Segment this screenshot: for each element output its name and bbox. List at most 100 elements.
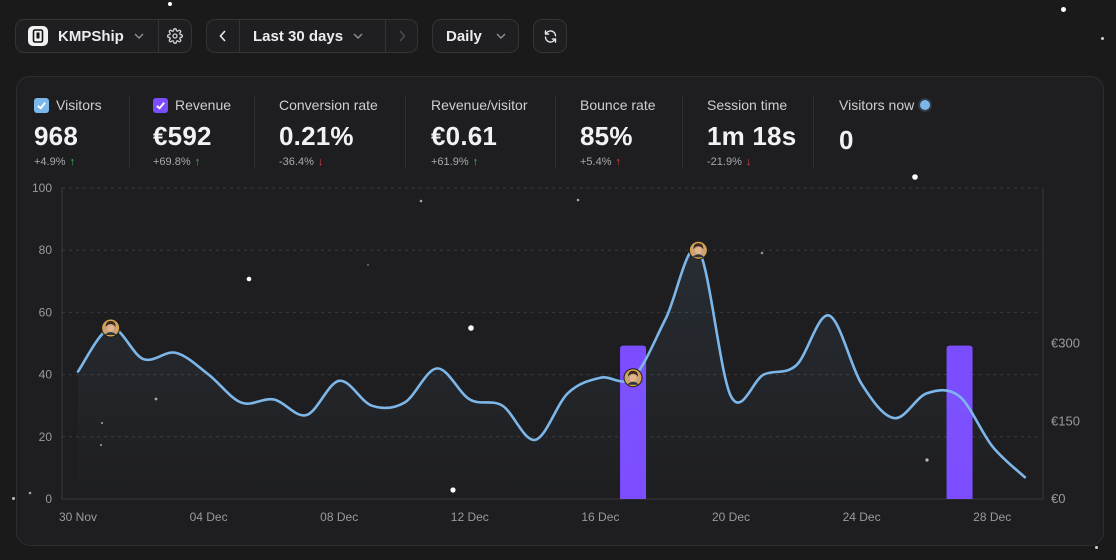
metric-change: +4.9% bbox=[34, 156, 66, 168]
metric-label: Revenue bbox=[175, 97, 232, 113]
check-icon bbox=[37, 101, 46, 110]
metric-conversion-rate[interactable]: Conversion rate 0.21% -36.4% ↓ bbox=[279, 95, 378, 168]
metric-value: 0.21% bbox=[279, 121, 354, 151]
y-right-tick-label: €0 bbox=[1051, 491, 1065, 506]
divider bbox=[405, 95, 406, 169]
app-name: KMPShip bbox=[58, 27, 124, 45]
chevron-down-icon bbox=[496, 30, 506, 42]
x-tick-label: 04 Dec bbox=[190, 510, 228, 524]
metric-change: +69.8% bbox=[153, 156, 191, 168]
metric-visitors[interactable]: Visitors 968 +4.9% ↑ bbox=[34, 95, 102, 168]
x-tick-label: 16 Dec bbox=[581, 510, 619, 524]
metric-change: +61.9% bbox=[431, 156, 469, 168]
period-label: Last 30 days bbox=[253, 27, 344, 45]
decor-dot bbox=[168, 2, 172, 6]
y-right-tick-label: €300 bbox=[1051, 336, 1080, 351]
app-logo-icon bbox=[28, 26, 48, 46]
x-tick-label: 24 Dec bbox=[843, 510, 881, 524]
metric-label: Conversion rate bbox=[279, 97, 378, 113]
metric-visitors-now[interactable]: Visitors now 0 bbox=[839, 95, 931, 156]
check-icon bbox=[156, 101, 165, 110]
metric-bounce-rate[interactable]: Bounce rate 85% +5.4% ↑ bbox=[580, 95, 656, 168]
customer-avatar[interactable] bbox=[688, 240, 708, 260]
chevron-down-icon bbox=[353, 30, 363, 42]
decor-dot bbox=[576, 198, 580, 202]
decor-dot bbox=[468, 325, 474, 331]
divider bbox=[158, 20, 159, 52]
customer-avatar[interactable] bbox=[623, 368, 643, 388]
granularity-selector[interactable]: Daily bbox=[432, 19, 519, 53]
x-tick-label: 28 Dec bbox=[973, 510, 1011, 524]
metric-value: 85% bbox=[580, 121, 633, 151]
chevron-right-icon bbox=[399, 30, 406, 42]
decor-dot bbox=[1095, 546, 1098, 549]
divider bbox=[813, 95, 814, 169]
visitors-area bbox=[78, 248, 1025, 499]
divider bbox=[254, 95, 255, 169]
metric-session-time[interactable]: Session time 1m 18s -21.9% ↓ bbox=[707, 95, 796, 168]
decor-dot bbox=[1061, 7, 1066, 12]
metric-label: Visitors bbox=[56, 97, 102, 113]
metric-revenue-per-visitor[interactable]: Revenue/visitor €0.61 +61.9% ↑ bbox=[431, 95, 528, 168]
decor-dot bbox=[12, 497, 15, 500]
metric-value: 1m 18s bbox=[707, 121, 797, 151]
visitors-line[interactable] bbox=[76, 247, 1027, 479]
metric-label: Session time bbox=[707, 97, 788, 113]
x-tick-label: 30 Nov bbox=[59, 510, 97, 524]
divider bbox=[555, 95, 556, 169]
y-tick-label: 0 bbox=[45, 492, 52, 506]
y-tick-label: 40 bbox=[39, 368, 53, 382]
decor-dot bbox=[246, 276, 252, 282]
revenue-checkbox[interactable] bbox=[153, 97, 168, 113]
metric-label: Bounce rate bbox=[580, 97, 656, 113]
arrow-down-icon: ↓ bbox=[745, 156, 752, 168]
decor-dot bbox=[925, 458, 929, 462]
decor-dot bbox=[1101, 37, 1104, 40]
arrow-up-icon: ↑ bbox=[194, 156, 201, 168]
chevron-left-icon bbox=[219, 30, 226, 42]
arrow-up-icon: ↑ bbox=[69, 156, 76, 168]
divider bbox=[385, 20, 386, 52]
x-tick-label: 08 Dec bbox=[320, 510, 358, 524]
period-selector[interactable]: Last 30 days bbox=[253, 28, 363, 45]
metric-value: 968 bbox=[34, 121, 78, 151]
metric-value: 0 bbox=[839, 125, 854, 155]
metric-change: -21.9% bbox=[707, 156, 742, 168]
visitors-checkbox[interactable] bbox=[34, 97, 49, 113]
decor-dot bbox=[366, 263, 370, 267]
divider bbox=[129, 95, 130, 169]
y-right-tick-label: €150 bbox=[1051, 413, 1080, 428]
metric-value: €592 bbox=[153, 121, 212, 151]
chevron-down-icon bbox=[134, 30, 144, 42]
next-period-button[interactable] bbox=[386, 20, 418, 52]
y-tick-label: 100 bbox=[32, 181, 52, 195]
metric-change: +5.4% bbox=[580, 156, 612, 168]
customer-avatar[interactable] bbox=[101, 318, 121, 338]
arrow-down-icon: ↓ bbox=[317, 156, 324, 168]
x-tick-label: 12 Dec bbox=[451, 510, 489, 524]
divider bbox=[239, 20, 240, 52]
metric-value: €0.61 bbox=[431, 121, 498, 151]
arrow-up-icon: ↑ bbox=[615, 156, 622, 168]
arrow-up-icon: ↑ bbox=[472, 156, 479, 168]
y-tick-label: 60 bbox=[39, 305, 53, 319]
divider bbox=[682, 95, 683, 169]
decor-dot bbox=[28, 491, 32, 495]
metric-change: -36.4% bbox=[279, 156, 314, 168]
decor-dot bbox=[154, 397, 158, 401]
y-tick-label: 80 bbox=[39, 243, 53, 257]
decor-dot bbox=[100, 421, 104, 425]
decor-dot bbox=[419, 199, 423, 203]
settings-gear-icon[interactable] bbox=[167, 28, 183, 49]
live-indicator-icon bbox=[920, 100, 931, 110]
decor-dot bbox=[912, 174, 918, 180]
metric-revenue[interactable]: Revenue €592 +69.8% ↑ bbox=[153, 95, 231, 168]
previous-period-button[interactable] bbox=[207, 20, 239, 52]
metric-label: Visitors now bbox=[839, 97, 915, 113]
granularity-label: Daily bbox=[446, 27, 482, 45]
refresh-button[interactable] bbox=[533, 19, 567, 53]
decor-dot bbox=[450, 487, 456, 493]
project-selector[interactable]: KMPShip bbox=[15, 19, 192, 53]
y-tick-label: 20 bbox=[39, 430, 53, 444]
